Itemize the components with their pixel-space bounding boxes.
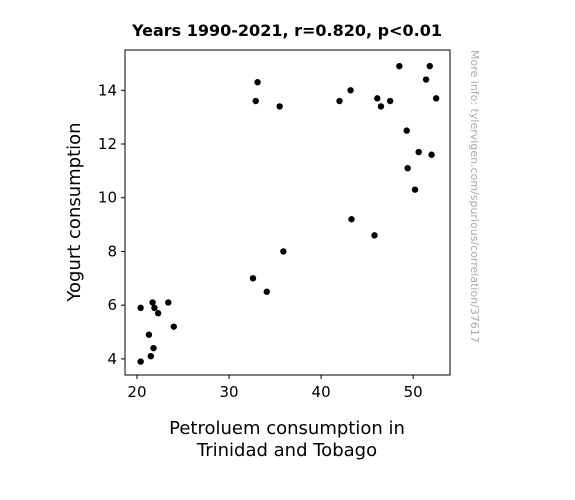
data-point (426, 62, 433, 70)
x-axis-ticks: 20 30 40 50 (127, 375, 423, 401)
data-point (165, 299, 172, 306)
data-point (137, 304, 144, 312)
data-point (422, 76, 430, 83)
y-tick-label: 6 (107, 296, 117, 314)
data-point (154, 310, 162, 317)
data-point (170, 323, 177, 330)
x-tick-label: 50 (404, 383, 423, 401)
data-point (347, 87, 354, 94)
plot-area (124, 49, 451, 376)
data-point (432, 95, 440, 102)
data-point (404, 164, 411, 172)
data-point (336, 97, 343, 105)
data-point (150, 344, 157, 352)
data-point (249, 275, 257, 282)
data-point (263, 288, 270, 295)
data-point (145, 331, 153, 338)
data-point (403, 127, 410, 134)
data-point (371, 232, 378, 239)
y-tick-label: 4 (107, 350, 117, 368)
data-point (348, 216, 355, 223)
data-point (137, 358, 144, 365)
y-tick-label: 12 (98, 135, 117, 153)
data-point (374, 95, 381, 102)
y-tick-label: 8 (107, 242, 117, 260)
data-point (386, 97, 394, 105)
x-axis-label-line-1: Petroluem consumption in (169, 418, 405, 439)
data-point (428, 151, 435, 158)
data-point (280, 248, 287, 255)
data-point (149, 299, 156, 306)
data-point (147, 352, 154, 360)
chart-title: Years 1990-2021, r=0.820, p<0.01 (131, 21, 442, 40)
data-point (252, 97, 259, 105)
y-tick-label: 10 (98, 189, 117, 207)
data-point (396, 62, 403, 70)
data-point (254, 79, 261, 86)
source-note: More info: tylervigen.com/spurious/corre… (468, 50, 481, 343)
data-point (276, 103, 283, 110)
y-tick-label: 14 (98, 81, 117, 99)
x-tick-label: 40 (312, 383, 331, 401)
data-points (137, 62, 440, 365)
data-point (151, 304, 158, 312)
data-point (415, 148, 422, 156)
y-axis-label: Yogurt consumption (64, 122, 85, 302)
x-tick-label: 20 (127, 383, 146, 401)
y-axis-ticks: 4 6 8 10 12 14 (98, 81, 125, 368)
data-point (411, 186, 419, 193)
x-tick-label: 30 (219, 383, 238, 401)
data-point (377, 103, 385, 110)
x-axis-label-line-2: Trinidad and Tobago (196, 440, 377, 461)
